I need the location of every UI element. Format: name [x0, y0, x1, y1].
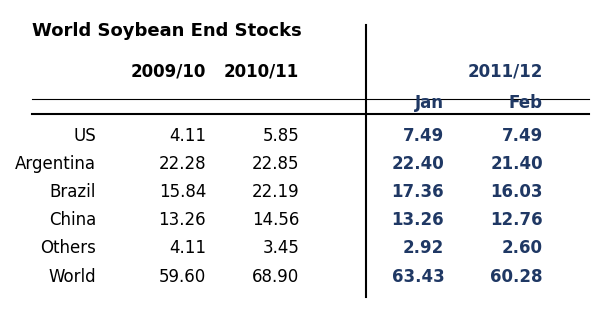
Text: Brazil: Brazil [49, 183, 96, 201]
Text: 2009/10: 2009/10 [131, 63, 206, 81]
Text: 2011/12: 2011/12 [468, 63, 543, 81]
Text: 2010/11: 2010/11 [224, 63, 299, 81]
Text: 59.60: 59.60 [159, 268, 206, 286]
Text: 63.43: 63.43 [391, 268, 444, 286]
Text: 68.90: 68.90 [252, 268, 299, 286]
Text: 2.60: 2.60 [502, 239, 543, 258]
Text: 15.84: 15.84 [159, 183, 206, 201]
Text: World Soybean End Stocks: World Soybean End Stocks [32, 22, 302, 40]
Text: 14.56: 14.56 [252, 211, 299, 229]
Text: 22.28: 22.28 [159, 155, 206, 173]
Text: 4.11: 4.11 [169, 239, 206, 258]
Text: 2.92: 2.92 [403, 239, 444, 258]
Text: 16.03: 16.03 [490, 183, 543, 201]
Text: 5.85: 5.85 [263, 127, 299, 145]
Text: 22.85: 22.85 [252, 155, 299, 173]
Text: 12.76: 12.76 [490, 211, 543, 229]
Text: 3.45: 3.45 [262, 239, 299, 258]
Text: 21.40: 21.40 [490, 155, 543, 173]
Text: Others: Others [40, 239, 96, 258]
Text: China: China [49, 211, 96, 229]
Text: 60.28: 60.28 [490, 268, 543, 286]
Text: 17.36: 17.36 [392, 183, 444, 201]
Text: World: World [48, 268, 96, 286]
Text: 13.26: 13.26 [159, 211, 206, 229]
Text: 7.49: 7.49 [502, 127, 543, 145]
Text: US: US [73, 127, 96, 145]
Text: 4.11: 4.11 [169, 127, 206, 145]
Text: Feb: Feb [509, 94, 543, 112]
Text: 22.19: 22.19 [251, 183, 299, 201]
Text: 13.26: 13.26 [392, 211, 444, 229]
Text: Jan: Jan [415, 94, 444, 112]
Text: 7.49: 7.49 [403, 127, 444, 145]
Text: 22.40: 22.40 [391, 155, 444, 173]
Text: Argentina: Argentina [15, 155, 96, 173]
